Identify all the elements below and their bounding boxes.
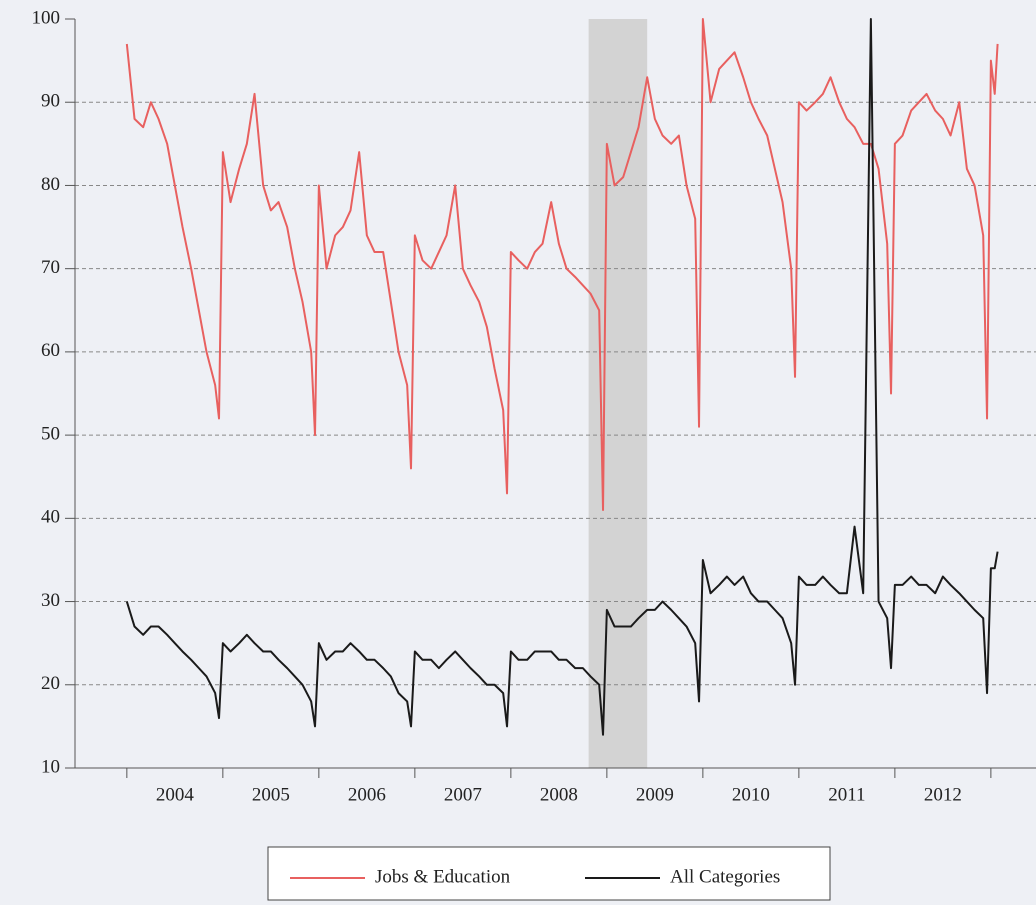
x-tick-label: 2010 (732, 784, 770, 805)
legend-box (267, 846, 831, 901)
y-tick-label: 80 (41, 174, 60, 195)
y-tick-label: 60 (41, 340, 60, 361)
x-tick-label: 2009 (636, 784, 674, 805)
x-tick-label: 2004 (156, 784, 195, 805)
x-tick-label: 2008 (540, 784, 578, 805)
y-tick-label: 100 (32, 7, 61, 28)
x-tick-label: 2006 (348, 784, 386, 805)
legend: Jobs & Education All Categories (267, 846, 831, 901)
x-tick-label: 2011 (828, 784, 865, 805)
series-line (125, 18, 999, 512)
y-tick-label: 20 (41, 673, 60, 694)
shaded-region (588, 19, 648, 768)
x-tick-label: 2007 (444, 784, 482, 805)
series-line (125, 18, 999, 736)
legend-label: All Categories (670, 866, 780, 887)
y-tick-label: 70 (41, 257, 60, 278)
legend-label: Jobs & Education (375, 866, 511, 887)
y-tick-label: 10 (41, 756, 60, 777)
x-tick-label: 2005 (252, 784, 290, 805)
y-tick-label: 30 (41, 590, 60, 611)
y-tick-label: 40 (41, 507, 60, 528)
x-tick-label: 2012 (924, 784, 962, 805)
y-tick-label: 50 (41, 423, 60, 444)
y-tick-label: 90 (41, 91, 60, 112)
